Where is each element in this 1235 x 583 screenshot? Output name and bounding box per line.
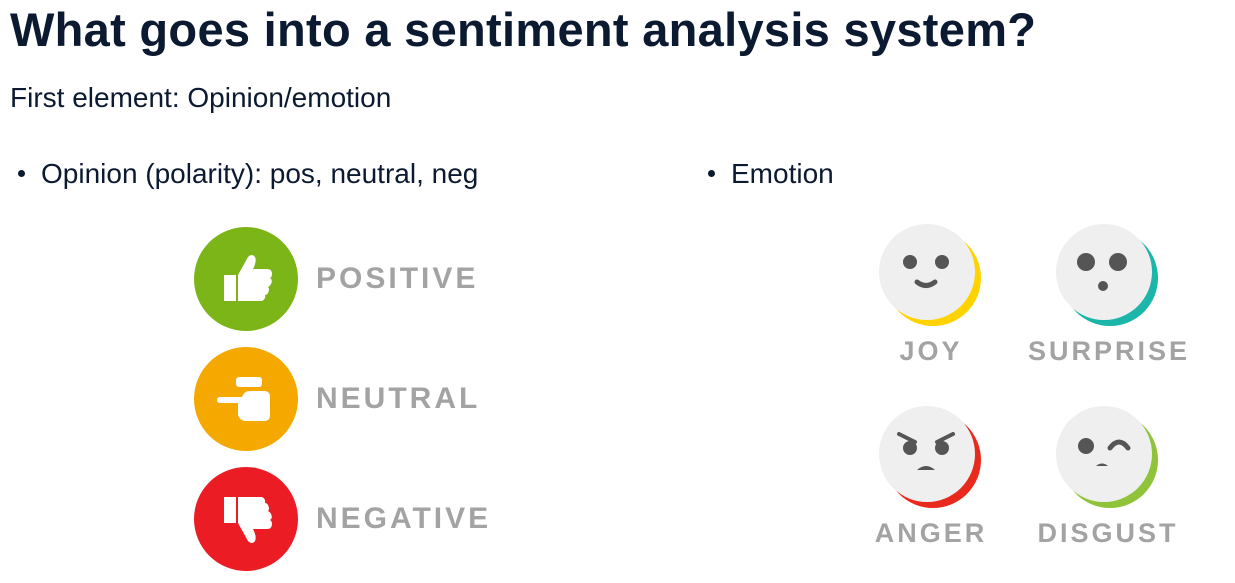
- bullet-emotion: Emotion: [708, 158, 834, 190]
- bullet-opinion-text: Opinion (polarity): pos, neutral, neg: [41, 158, 479, 189]
- thumbs-up-icon: [194, 227, 298, 331]
- bullet-dot: [708, 170, 715, 178]
- bullet-opinion: Opinion (polarity): pos, neutral, neg: [18, 158, 478, 190]
- emotion-joy: JOY: [851, 218, 1011, 367]
- page-title: What goes into a sentiment analysis syst…: [10, 3, 1037, 56]
- polarity-label: POSITIVE: [316, 262, 479, 295]
- anger-face-icon: [879, 406, 981, 508]
- bullet-dot: [18, 170, 25, 178]
- emotion-label: DISGUST: [1037, 518, 1179, 548]
- emotion-disgust: DISGUST: [1028, 400, 1188, 549]
- bullet-emotion-text: Emotion: [731, 158, 834, 189]
- emotion-surprise: SURPRISE: [1028, 218, 1188, 367]
- joy-face-icon: [879, 224, 981, 326]
- polarity-positive: POSITIVE: [194, 227, 478, 331]
- disgust-face-icon: [1056, 406, 1158, 508]
- surprise-face-icon: [1056, 224, 1158, 326]
- polarity-negative: NEGATIVE: [194, 467, 491, 571]
- polarity-neutral: NEUTRAL: [194, 347, 480, 451]
- thumbs-down-icon: [194, 467, 298, 571]
- emotion-label: JOY: [899, 336, 963, 366]
- emotion-label: ANGER: [874, 518, 988, 548]
- emotion-anger: ANGER: [851, 400, 1011, 549]
- emotion-label: SURPRISE: [1028, 336, 1191, 366]
- polarity-label: NEUTRAL: [316, 382, 481, 415]
- page-subtitle: First element: Opinion/emotion: [10, 82, 392, 113]
- pointing-hand-icon: [194, 347, 298, 451]
- polarity-label: NEGATIVE: [316, 502, 492, 535]
